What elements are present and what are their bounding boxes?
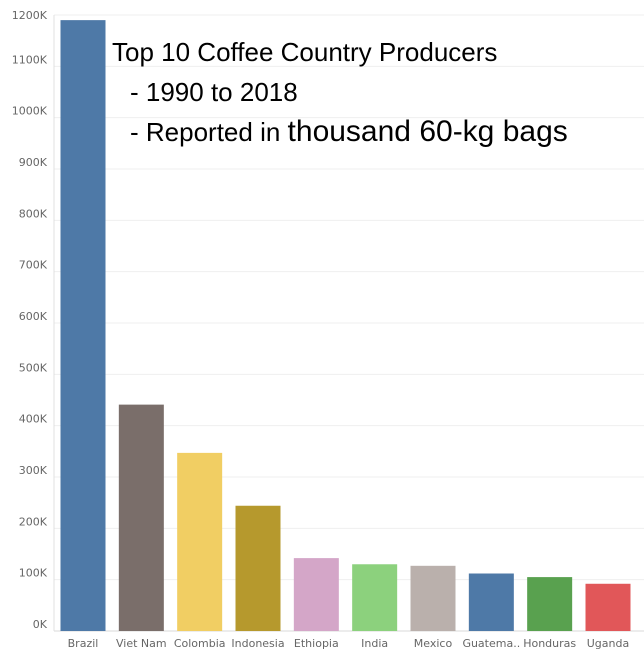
x-axis: Brazil Viet Nam Colombia Indonesia Ethiopia I… <box>68 637 630 650</box>
y-tick-label: 1100K <box>12 53 48 66</box>
y-tick-label: 0K <box>33 618 48 631</box>
title-line-1: Top 10 Coffee Country Producers <box>112 37 498 67</box>
bar-viet-nam[interactable] <box>118 404 164 631</box>
y-tick-label: 700K <box>19 259 48 272</box>
x-tick-label: Guatema.. <box>462 637 520 650</box>
x-tick-label: Honduras <box>523 637 576 650</box>
x-tick-label: Uganda <box>587 637 629 650</box>
y-tick-label: 1000K <box>12 105 48 118</box>
x-tick-label: Mexico <box>414 637 453 650</box>
y-axis: 0K 100K 200K 300K 400K 500K 600K 700K 800K 900K 10… <box>12 9 55 631</box>
y-tick-label: 800K <box>19 207 48 220</box>
y-tick-label: 100K <box>19 567 48 580</box>
x-tick-label: Ethiopia <box>294 637 339 650</box>
bar-ethiopia[interactable] <box>293 558 339 631</box>
bar-brazil[interactable] <box>60 20 106 631</box>
x-tick-label: Viet Nam <box>116 637 167 650</box>
bars <box>60 20 631 631</box>
y-tick-label: 900K <box>19 156 48 169</box>
bar-indonesia[interactable] <box>235 505 281 631</box>
bar-colombia[interactable] <box>177 452 223 631</box>
title-line-3-unit: thousand 60-kg bags <box>287 115 568 148</box>
x-tick-label: Colombia <box>174 637 226 650</box>
bar-honduras[interactable] <box>527 577 573 631</box>
y-tick-label: 300K <box>19 464 48 477</box>
y-tick-label: 400K <box>19 413 48 426</box>
x-tick-label: Brazil <box>68 637 99 650</box>
bar-uganda[interactable] <box>585 583 631 631</box>
x-tick-label: India <box>361 637 388 650</box>
x-tick-label: Indonesia <box>231 637 284 650</box>
y-tick-label: 1200K <box>12 9 48 22</box>
title-line-3-prefix: - Reported in <box>130 117 281 147</box>
y-tick-label: 200K <box>19 515 48 528</box>
bar-india[interactable] <box>352 564 398 631</box>
y-tick-label: 500K <box>19 361 48 374</box>
bar-mexico[interactable] <box>410 565 456 631</box>
bar-guatema[interactable] <box>468 573 514 631</box>
y-tick-label: 600K <box>19 310 48 323</box>
title-line-2: - 1990 to 2018 <box>130 77 298 107</box>
title-line-3: - Reported in thousand 60-kg bags <box>112 112 568 152</box>
chart-title: Top 10 Coffee Country Producers - 1990 t… <box>112 32 568 152</box>
